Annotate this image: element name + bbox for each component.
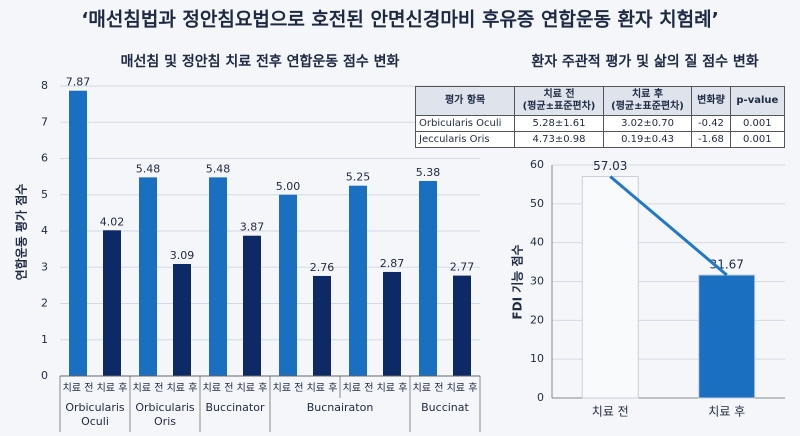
data-label: 3.87 (240, 221, 265, 234)
header-cell: 변화량 (691, 86, 731, 116)
y-tick-label: 3 (41, 260, 48, 273)
data-label: 2.77 (450, 261, 475, 274)
y-tick-label: 2 (41, 297, 48, 310)
cell: 0.001 (729, 115, 786, 132)
cell: 4.73±0.98 (514, 131, 604, 148)
data-label: 5.38 (416, 166, 441, 179)
data-label: 7.87 (66, 76, 91, 89)
x-tick-label: 치료 후 (237, 382, 268, 394)
bar (349, 185, 367, 376)
y-tick-label: 6 (41, 152, 48, 165)
bar (69, 90, 87, 377)
data-label: 2.76 (310, 261, 335, 274)
x-tick-label: 치료 전 (203, 382, 234, 394)
chart-title: 매선침 및 정안침 치료 전후 연합운동 점수 변화 (121, 53, 400, 70)
y-tick-label: 0 (537, 391, 544, 404)
cell: 0.19±0.43 (602, 131, 693, 148)
y-tick-label: 4 (41, 224, 48, 237)
bar (209, 177, 227, 376)
y-tick-label: 0 (41, 369, 48, 382)
bar (419, 180, 437, 376)
bar (453, 275, 471, 376)
data-label: 5.00 (276, 180, 301, 193)
cell: -0.42 (691, 115, 731, 132)
header-cell: 치료 전 (평균±표준편차) (514, 86, 604, 116)
group-label: Buccinat (421, 401, 469, 414)
group-label: Buccinator (205, 401, 265, 414)
x-tick-label: 치료 후 (167, 382, 198, 394)
header-cell: 평가 항목 (414, 86, 516, 116)
x-tick-label: 치료 후 (708, 405, 745, 419)
bar (279, 194, 297, 376)
y-tick-label: 30 (530, 275, 544, 288)
y-tick-label: 1 (41, 333, 48, 346)
data-label: 4.02 (100, 215, 125, 228)
x-tick-label: 치료 전 (273, 382, 304, 394)
y-axis-label: FDI 기능 점수 (510, 244, 525, 319)
data-label: 2.87 (380, 257, 405, 270)
cell: 0.001 (729, 131, 786, 148)
bar (313, 275, 331, 376)
header-row: 평가 항목 치료 전 (평균±표준편차) 치료 후 (평균±표준편차) 변화량 p-va… (414, 86, 786, 116)
bar (173, 263, 191, 376)
trend-line (609, 175, 728, 277)
table: 평가 항목 치료 전 (평균±표준편차) 치료 후 (평균±표준편차) 변화량 p-va… (414, 86, 786, 148)
group-label: Orbicularis Oris (135, 401, 195, 428)
x-tick-label: 치료 전 (413, 382, 444, 394)
y-tick-label: 40 (530, 236, 544, 249)
bar (139, 177, 157, 376)
data-label: 5.25 (346, 171, 371, 184)
y-tick-label: 20 (530, 313, 544, 326)
x-tick-label: 치료 전 (133, 382, 164, 394)
x-tick-label: 치료 후 (447, 382, 478, 394)
y-tick-label: 8 (41, 79, 48, 92)
y-axis-label: 연합운동 평가 점수 (14, 184, 29, 281)
bar (581, 176, 639, 399)
cell: Orbicularis Oculi (414, 115, 516, 132)
row: Orbicularis Oculi 5.28±1.61 3.02±0.70 -0.42… (414, 115, 786, 132)
x-tick-label: 치료 전 (592, 405, 629, 419)
bar (243, 235, 261, 376)
y-tick-label: 10 (530, 352, 544, 365)
cell: -1.68 (691, 131, 731, 148)
x-tick-label: 치료 전 (63, 382, 94, 394)
y-tick-label: 60 (530, 158, 544, 171)
header-cell: 치료 후 (평균±표준편차) (602, 86, 693, 116)
main-title: ‘매선침법과 정안침요법으로 호전된 안면신경마비 후유증 연합운동 환자 치험… (81, 9, 719, 31)
data-label: 3.09 (170, 249, 195, 262)
group-label: Orbicularis Oculi (65, 401, 125, 428)
bar (103, 230, 121, 376)
y-tick-label: 50 (530, 197, 544, 210)
x-tick-label: 치료 전 (343, 382, 374, 394)
y-tick-label: 7 (41, 115, 48, 128)
cell: Jeccularis Oris (414, 131, 516, 148)
group-label: Bucnairaton (306, 401, 374, 414)
y-tick-label: 5 (41, 188, 48, 201)
data-label: 5.48 (136, 162, 161, 175)
bar (383, 271, 401, 376)
bar (698, 274, 756, 399)
x-tick-label: 치료 후 (307, 382, 338, 394)
x-tick-label: 치료 후 (97, 382, 128, 394)
data-label: 57.03 (593, 159, 627, 173)
data-label: 5.48 (206, 162, 231, 175)
table-title: 환자 주관적 평가 및 삶의 질 점수 변화 (531, 53, 758, 70)
cell: 5.28±1.61 (514, 115, 604, 132)
cell: 3.02±0.70 (602, 115, 693, 132)
header-cell: p-value (729, 86, 786, 116)
row: Jeccularis Oris 4.73±0.98 0.19±0.43 -1.68 0.… (414, 131, 786, 148)
x-tick-label: 치료 후 (377, 382, 408, 394)
